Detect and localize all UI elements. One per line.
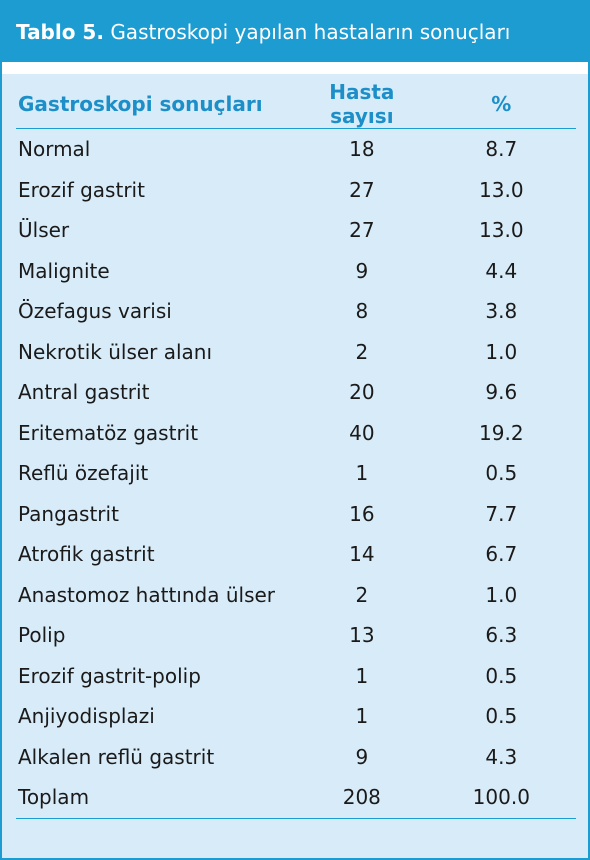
table-row: Erozif gastrit 27 13.0 <box>16 170 576 211</box>
cell-percent: 4.3 <box>485 744 518 769</box>
cell-patient-count: 1 <box>355 663 369 688</box>
table-row: Malignite 9 4.4 <box>16 251 576 292</box>
cell-percent: 0.5 <box>485 461 518 486</box>
cell-patient-count: 9 <box>355 744 369 769</box>
cell-result: Anastomoz hattında ülser <box>18 582 276 607</box>
cell-result: Alkalen reflü gastrit <box>18 744 215 769</box>
cell-result: Pangastrit <box>18 501 119 526</box>
cell-patient-count: 9 <box>355 258 369 283</box>
table-row: Polip 13 6.3 <box>16 615 576 656</box>
cell-patient-count: 18 <box>349 137 375 162</box>
cell-result: Malignite <box>18 258 110 283</box>
header-patient-count: Hasta sayısı <box>297 80 427 129</box>
table-row: Reflü özefajit 1 0.5 <box>16 453 576 494</box>
cell-result: Normal <box>18 137 91 162</box>
cell-percent: 8.7 <box>485 137 518 162</box>
cell-result: Toplam <box>16 777 298 819</box>
cell-result: Atrofik gastrit <box>18 542 155 567</box>
cell-percent: 9.6 <box>485 380 518 405</box>
table-row: Anastomoz hattında ülser 2 1.0 <box>16 575 576 616</box>
cell-patient-count: 208 <box>297 777 427 819</box>
header-percent: % <box>426 80 576 129</box>
table-row: Alkalen reflü gastrit 9 4.3 <box>16 737 576 778</box>
cell-percent: 1.0 <box>485 339 518 364</box>
cell-patient-count: 14 <box>349 542 375 567</box>
cell-result: Nekrotik ülser alanı <box>18 339 213 364</box>
cell-percent: 19.2 <box>479 420 524 445</box>
cell-patient-count: 1 <box>355 461 369 486</box>
cell-result: Anjiyodisplazi <box>18 704 155 729</box>
cell-result: Antral gastrit <box>18 380 150 405</box>
table-body-area: Gastroskopi sonuçları Hasta sayısı % Nor… <box>2 74 588 858</box>
cell-patient-count: 13 <box>349 623 375 648</box>
cell-patient-count: 2 <box>355 339 369 364</box>
table-row: Pangastrit 16 7.7 <box>16 494 576 535</box>
cell-percent: 3.8 <box>485 299 518 324</box>
table-row: Erozif gastrit-polip 1 0.5 <box>16 656 576 697</box>
table-row: Toplam 208 100.0 <box>16 777 576 819</box>
results-table: Gastroskopi sonuçları Hasta sayısı % Nor… <box>16 80 576 819</box>
cell-percent: 6.7 <box>485 542 518 567</box>
title-separator <box>2 62 588 74</box>
table-row: Anjiyodisplazi 1 0.5 <box>16 696 576 737</box>
header-row: Gastroskopi sonuçları Hasta sayısı % <box>16 80 576 129</box>
header-results: Gastroskopi sonuçları <box>16 80 298 129</box>
cell-percent: 1.0 <box>485 582 518 607</box>
cell-result: Erozif gastrit-polip <box>18 663 201 688</box>
table-row: Eritematöz gastrit 40 19.2 <box>16 413 576 454</box>
cell-percent: 6.3 <box>485 623 518 648</box>
cell-result: Eritematöz gastrit <box>18 420 199 445</box>
cell-result: Reflü özefajit <box>18 461 149 486</box>
table-row: Antral gastrit 20 9.6 <box>16 372 576 413</box>
table-title-text: Gastroskopi yapılan hastaların sonuçları <box>110 20 511 44</box>
table-title: Tablo 5. Gastroskopi yapılan hastaların … <box>2 2 588 62</box>
cell-result: Erozif gastrit <box>18 177 145 202</box>
cell-percent: 100.0 <box>426 777 576 819</box>
table-row: Özefagus varisi 8 3.8 <box>16 291 576 332</box>
cell-percent: 0.5 <box>485 704 518 729</box>
cell-percent: 0.5 <box>485 663 518 688</box>
cell-result: Özefagus varisi <box>18 299 172 324</box>
cell-patient-count: 27 <box>349 177 375 202</box>
cell-patient-count: 1 <box>355 704 369 729</box>
cell-percent: 7.7 <box>485 501 518 526</box>
cell-percent: 4.4 <box>485 258 518 283</box>
cell-patient-count: 40 <box>349 420 375 445</box>
cell-patient-count: 2 <box>355 582 369 607</box>
cell-percent: 13.0 <box>479 177 524 202</box>
cell-patient-count: 8 <box>355 299 369 324</box>
cell-patient-count: 27 <box>349 218 375 243</box>
cell-percent: 13.0 <box>479 218 524 243</box>
cell-result: Polip <box>18 623 66 648</box>
cell-patient-count: 20 <box>349 380 375 405</box>
table-title-label: Tablo 5. <box>16 20 104 44</box>
table-row: Ülser 27 13.0 <box>16 210 576 251</box>
table-row: Normal 18 8.7 <box>16 129 576 170</box>
cell-result: Ülser <box>18 218 70 243</box>
table-row: Nekrotik ülser alanı 2 1.0 <box>16 332 576 373</box>
cell-patient-count: 16 <box>349 501 375 526</box>
table-row: Atrofik gastrit 14 6.7 <box>16 534 576 575</box>
table-body: Normal 18 8.7 Erozif gastrit 27 13.0 Ülser 27 13… <box>16 129 576 819</box>
